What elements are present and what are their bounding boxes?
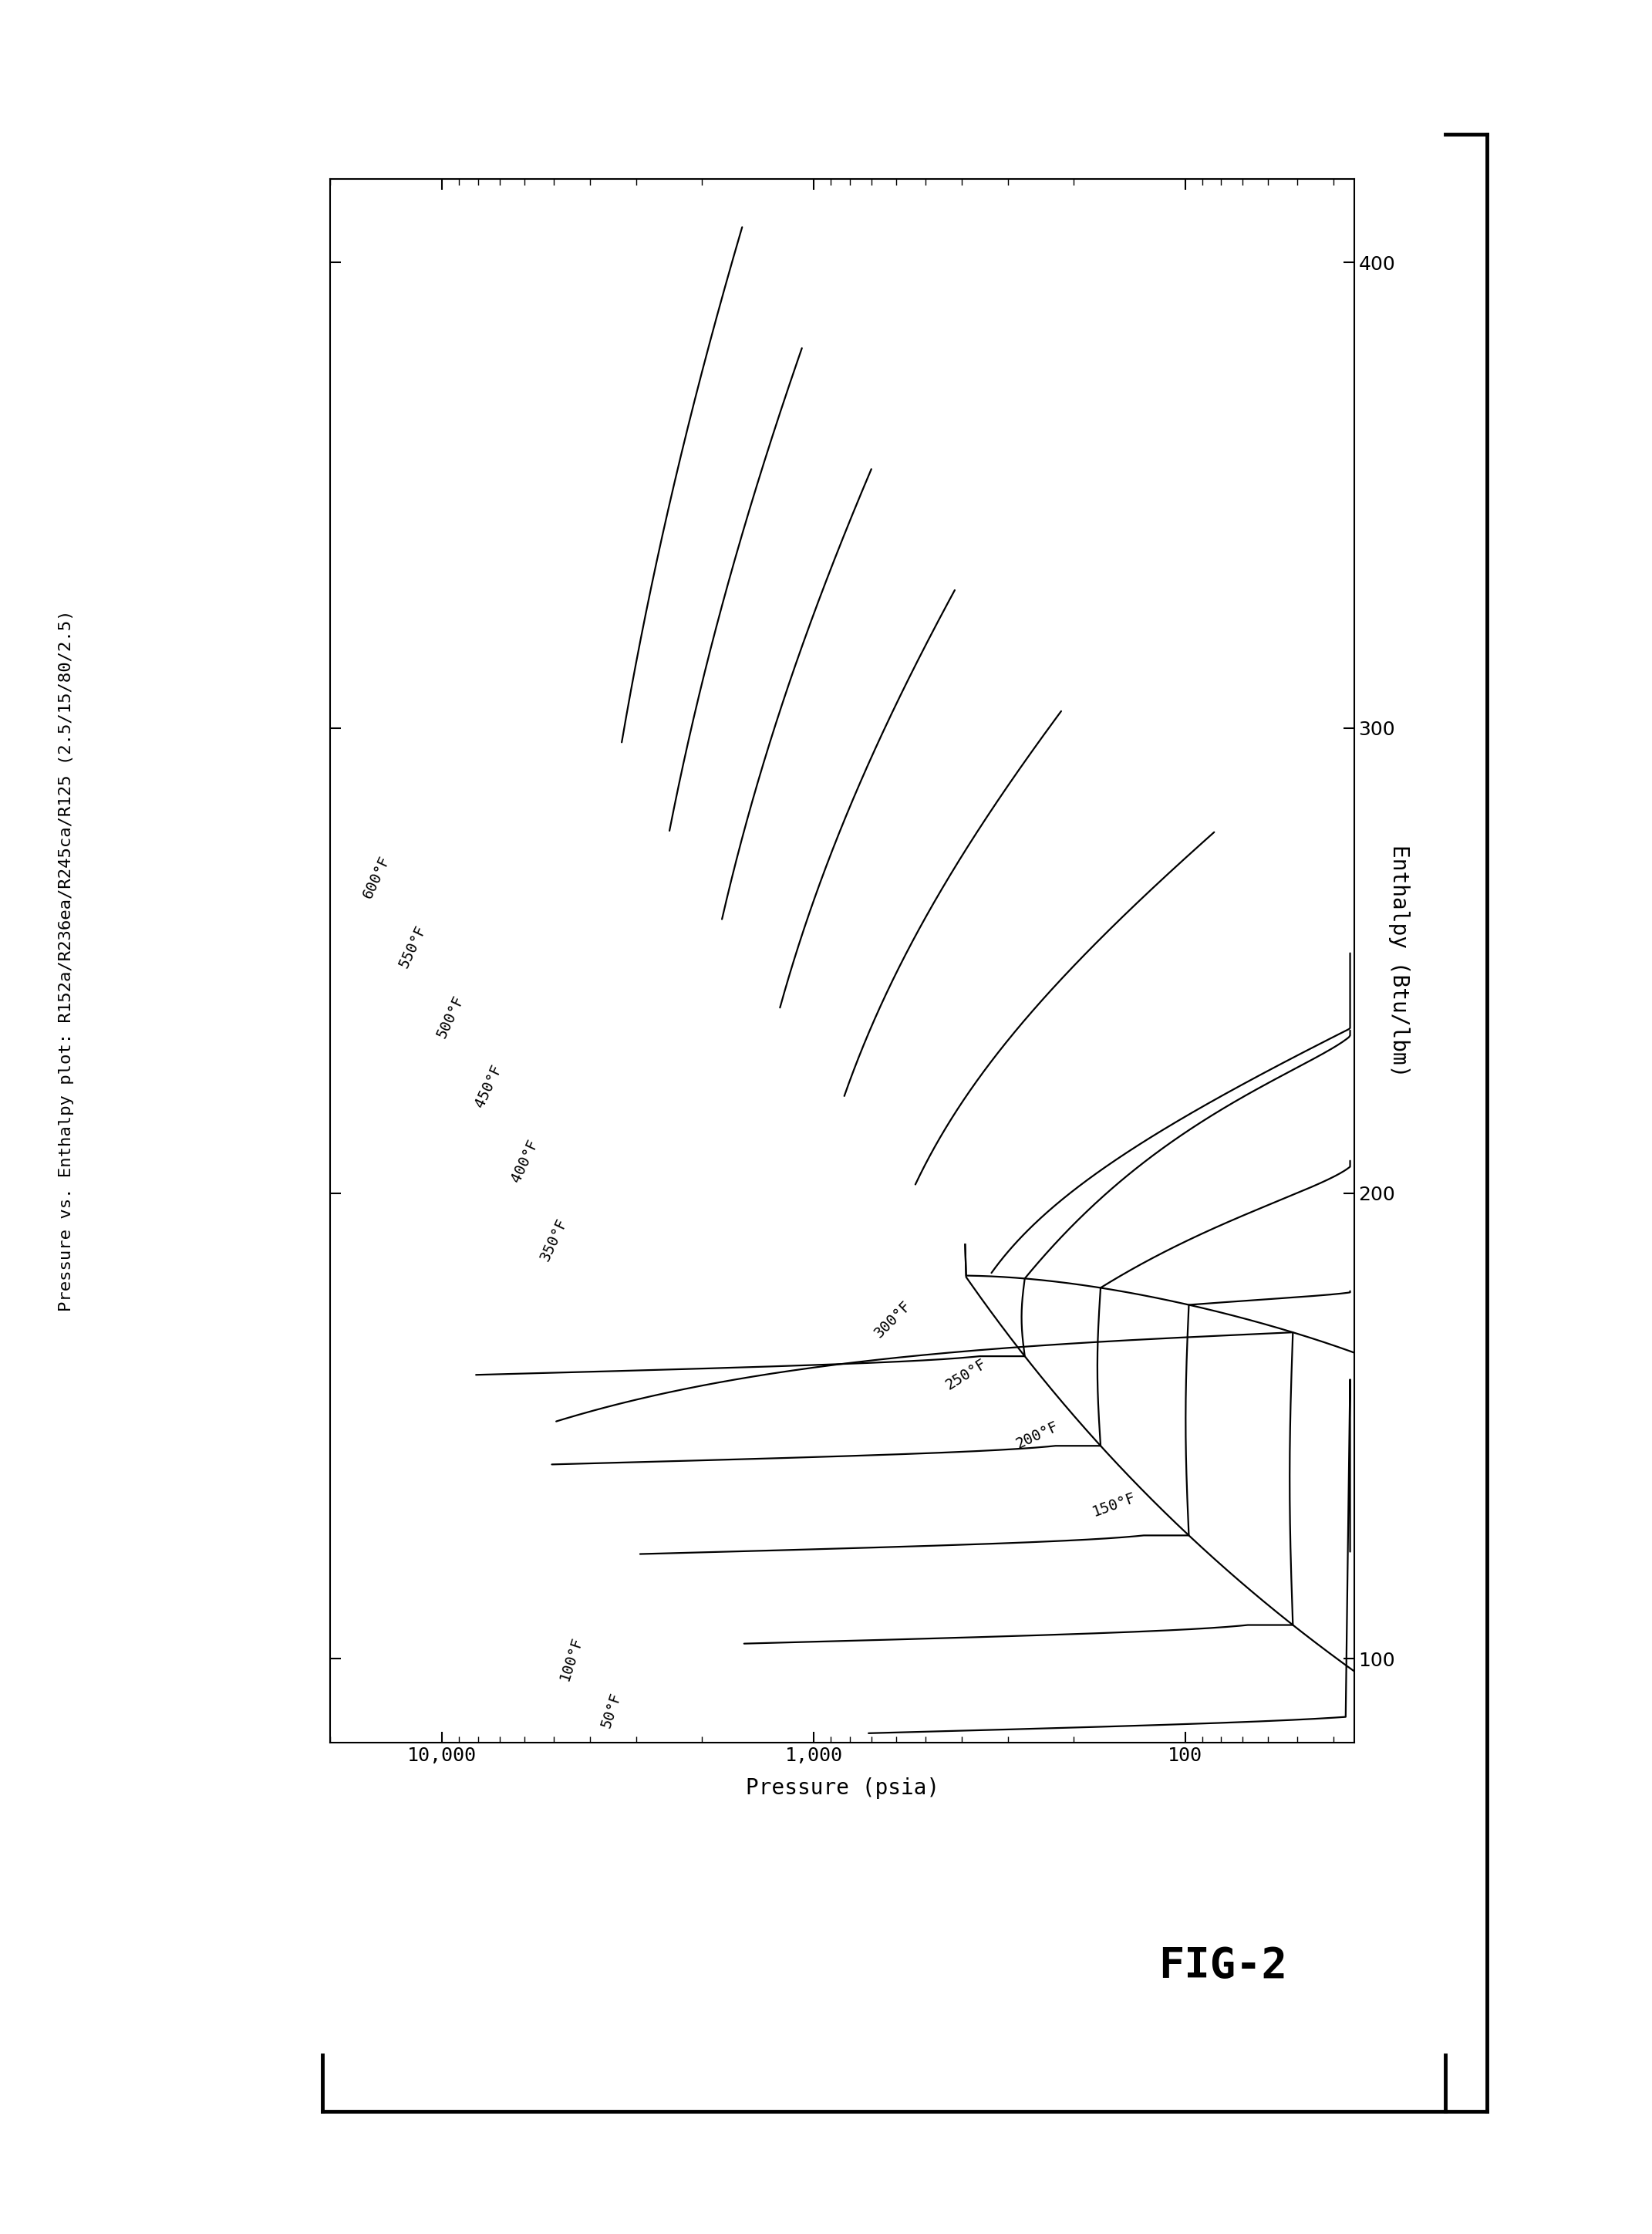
- Text: 200°F: 200°F: [1013, 1419, 1061, 1452]
- Y-axis label: Enthalpy (Btu/lbm): Enthalpy (Btu/lbm): [1389, 844, 1411, 1077]
- Text: 600°F: 600°F: [360, 853, 393, 900]
- Text: 150°F: 150°F: [1090, 1490, 1138, 1519]
- Text: 250°F: 250°F: [943, 1356, 990, 1394]
- Text: 500°F: 500°F: [434, 992, 468, 1041]
- Text: 50°F: 50°F: [600, 1691, 624, 1729]
- X-axis label: Pressure (psia): Pressure (psia): [745, 1778, 940, 1798]
- Text: FIG-2: FIG-2: [1158, 1946, 1287, 1986]
- Text: 350°F: 350°F: [539, 1215, 570, 1264]
- Text: 400°F: 400°F: [509, 1137, 540, 1184]
- Text: Pressure vs. Enthalpy plot: R152a/R236ea/R245ca/R125 (2.5/15/80/2.5): Pressure vs. Enthalpy plot: R152a/R236ea…: [58, 610, 74, 1311]
- Text: 100°F: 100°F: [557, 1635, 585, 1682]
- Text: 300°F: 300°F: [871, 1298, 914, 1340]
- Text: 450°F: 450°F: [472, 1063, 506, 1110]
- Text: 550°F: 550°F: [396, 923, 430, 970]
